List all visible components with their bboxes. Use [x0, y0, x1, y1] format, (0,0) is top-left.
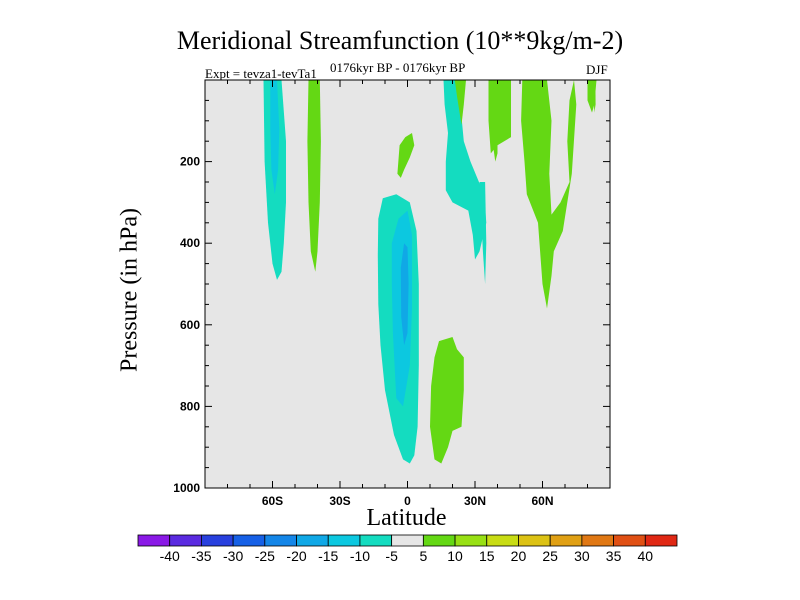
- colorbar-label: 10: [447, 548, 463, 564]
- colorbar: -40 -35 -30 -25 -20 -15 -10 -5 5 10 15 20 25 30 35 40: [137, 534, 678, 564]
- x-tick-label: 30S: [329, 494, 350, 508]
- colorbar-label: 35: [606, 548, 622, 564]
- contour-region-pos-36n: [488, 80, 511, 154]
- contour-region-neg-nh-strip: [479, 182, 487, 284]
- colorbar-label: -10: [350, 548, 370, 564]
- contour-region-pos-nh-top: [454, 80, 466, 125]
- colorbar-label: -30: [223, 548, 243, 564]
- contour-region-pos-39n-small: [493, 141, 498, 162]
- contour-region-neg-60s-inner: [270, 80, 280, 195]
- colorbar-label: -15: [318, 548, 338, 564]
- x-tick-label: 60S: [262, 494, 283, 508]
- colorbar-swatch: [581, 534, 614, 547]
- colorbar-label: 25: [542, 548, 558, 564]
- colorbar-swatch: [264, 534, 297, 547]
- colorbar-swatch: [613, 534, 646, 547]
- contour-region-pos-eq-upper: [397, 133, 415, 178]
- contour-region-neg-eq-core: [400, 243, 409, 346]
- colorbar-swatch: [549, 534, 583, 547]
- experiment-label: Expt = tevza1-tevTa1: [205, 66, 317, 81]
- chart-subtitle: 0176kyr BP - 0176kyr BP: [330, 60, 466, 75]
- colorbar-swatch: [422, 534, 456, 547]
- colorbar-swatch: [327, 534, 361, 547]
- y-tick-label: 600: [180, 318, 200, 332]
- colorbar-label: 5: [419, 548, 427, 564]
- colorbar-label: 40: [638, 548, 654, 564]
- contour-regions: [263, 80, 597, 464]
- contour-region-neg-nh-upper: [443, 80, 487, 260]
- colorbar-label: -20: [286, 548, 306, 564]
- colorbar-swatch: [391, 534, 424, 547]
- y-tick-label: 400: [180, 236, 200, 250]
- contour-region-pos-40s: [307, 80, 321, 272]
- colorbar-label: -5: [385, 548, 398, 564]
- colorbar-label: -35: [191, 548, 211, 564]
- x-tick-label: 0: [404, 494, 411, 508]
- colorbar-swatch: [518, 534, 551, 547]
- chart-title: Meridional Streamfunction (10**9kg/m-2): [176, 26, 624, 55]
- colorbar-label: -25: [255, 548, 275, 564]
- colorbar-swatch: [359, 534, 393, 547]
- colorbar-swatch: [201, 534, 234, 547]
- colorbar-swatch: [296, 534, 329, 547]
- colorbar-label: 20: [511, 548, 527, 564]
- y-tick-label: 1000: [173, 481, 200, 495]
- axis-ticks: 60S 30S 0 30N 60N 200 400 600 800 1000: [173, 80, 610, 508]
- contour-region-pos-83n: [593, 80, 596, 113]
- colorbar-label: -40: [160, 548, 180, 564]
- colorbar-swatch: [232, 534, 266, 547]
- colorbar-swatch: [486, 534, 519, 547]
- colorbar-swatch: [137, 534, 171, 547]
- colorbar-label: 30: [574, 548, 590, 564]
- colorbar-swatch: [644, 534, 678, 547]
- x-tick-label: 30N: [464, 494, 486, 508]
- x-tick-label: 60N: [531, 494, 553, 508]
- colorbar-swatch: [454, 534, 488, 547]
- colorbar-swatch: [169, 534, 202, 547]
- contour-region-pos-nh-lower: [430, 337, 464, 464]
- x-axis-label: Latitude: [366, 505, 447, 531]
- colorbar-label: 15: [479, 548, 495, 564]
- y-tick-label: 800: [180, 399, 200, 413]
- y-tick-label: 200: [180, 155, 200, 169]
- contour-region-pos-60n: [521, 80, 577, 309]
- season-label: DJF: [586, 62, 608, 77]
